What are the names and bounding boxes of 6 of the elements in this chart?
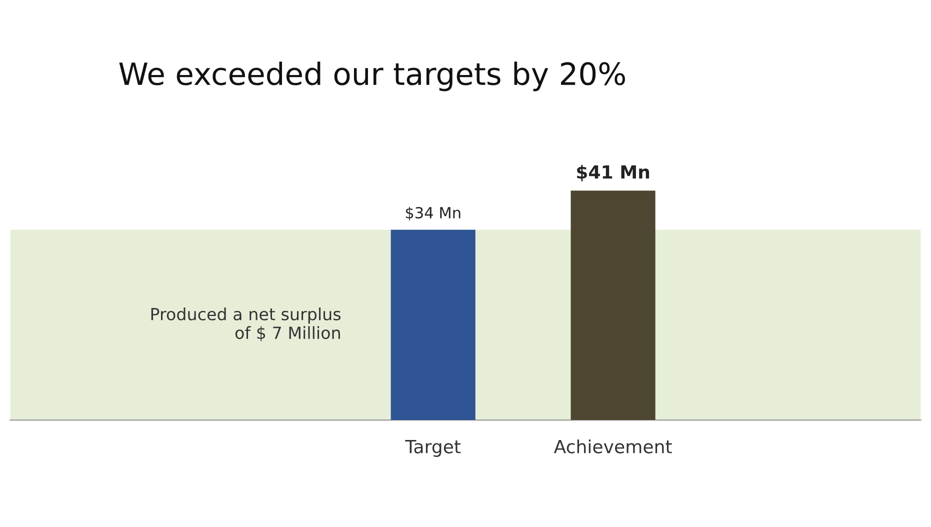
x-tick-label: Target: [405, 440, 461, 457]
chart-title: We exceeded our targets by 20%: [119, 62, 625, 92]
band-label: Produced a net surplus of $ 7 Million: [151, 308, 341, 342]
data-label: $34 Mn: [406, 206, 460, 221]
data-label: $41 Mn: [577, 164, 650, 182]
x-tick-label: Achievement: [554, 439, 672, 454]
